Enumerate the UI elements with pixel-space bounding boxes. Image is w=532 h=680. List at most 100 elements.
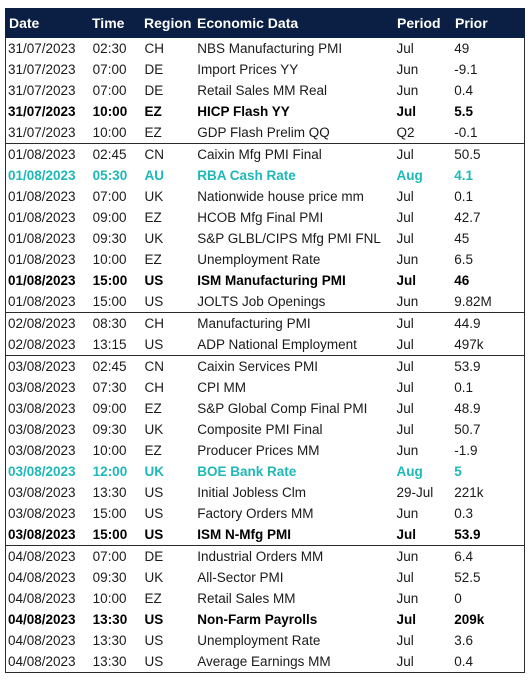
cell-prior: 52.5 (454, 570, 481, 585)
cell-period: 29-Jul (396, 485, 434, 500)
cell-prior: 0 (454, 591, 462, 606)
cell-prior: 0.1 (454, 380, 474, 395)
cell-time: 13:30 (92, 485, 127, 500)
cell-date: 03/08/2023 (8, 443, 76, 458)
table-row: 04/08/2023 13:30 US Unemployment Rate Jul 3.6 (6, 630, 524, 651)
cell-date: 01/08/2023 (8, 147, 76, 162)
cell-date: 03/08/2023 (8, 506, 76, 521)
cell-date: 31/07/2023 (8, 41, 76, 56)
cell-region: US (144, 527, 164, 542)
cell-prior: -1.9 (454, 443, 478, 458)
cell-prior: 44.9 (454, 316, 481, 331)
cell-prior: 3.6 (454, 633, 474, 648)
cell-region: AU (144, 168, 164, 183)
table-row: 01/08/2023 15:00 US ISM Manufacturing PMI Ju… (6, 270, 524, 291)
cell-prior: -0.1 (454, 125, 478, 140)
cell-time: 07:00 (92, 549, 127, 564)
cell-region: EZ (144, 210, 162, 225)
cell-time: 10:00 (92, 591, 127, 606)
cell-time: 10:00 (92, 104, 128, 119)
cell-economic-data: GDP Flash Prelim QQ (197, 125, 330, 140)
cell-time: 10:00 (92, 252, 127, 267)
cell-economic-data: Average Earnings MM (197, 654, 331, 669)
table-row: 04/08/2023 13:30 US Non-Farm Payrolls Jul 209… (6, 609, 524, 630)
cell-period: Jun (396, 294, 419, 309)
cell-time: 09:00 (92, 210, 127, 225)
cell-time: 07:00 (92, 83, 127, 98)
cell-economic-data: Industrial Orders MM (197, 549, 324, 564)
cell-region: CN (144, 147, 164, 162)
cell-period: Jul (396, 654, 414, 669)
cell-time: 07:00 (92, 189, 127, 204)
cell-economic-data: RBA Cash Rate (197, 168, 296, 183)
cell-prior: 53.9 (454, 527, 481, 542)
cell-date: 31/07/2023 (8, 62, 76, 77)
cell-period: Q2 (396, 125, 415, 140)
cell-time: 12:00 (92, 464, 128, 479)
table-row: 01/08/2023 09:00 EZ HCOB Mfg Final PMI Jul 42… (6, 207, 524, 228)
cell-date: 01/08/2023 (8, 252, 76, 267)
cell-date: 04/08/2023 (8, 612, 76, 627)
cell-region: EZ (144, 252, 162, 267)
table-row: 01/08/2023 02:45 CN Caixin Mfg PMI Final Jul… (6, 144, 524, 165)
cell-date: 03/08/2023 (8, 422, 76, 437)
cell-region: CH (144, 380, 164, 395)
cell-period: Aug (396, 464, 423, 479)
header-prior: Prior (455, 15, 488, 31)
cell-time: 15:00 (92, 527, 128, 542)
economic-calendar-table: Date Time Region Economic Data Period Pr… (5, 8, 525, 673)
cell-date: 03/08/2023 (8, 359, 76, 374)
cell-prior: 497k (454, 337, 484, 352)
table-row: 01/08/2023 09:30 UK S&P GLBL/CIPS Mfg PMI F… (6, 228, 524, 249)
cell-time: 09:00 (92, 401, 127, 416)
cell-period: Jun (396, 591, 419, 606)
cell-prior: -9.1 (454, 62, 478, 77)
table-row: 03/08/2023 12:00 UK BOE Bank Rate Aug 5 (6, 461, 524, 482)
cell-period: Jul (396, 41, 414, 56)
cell-economic-data: Caixin Mfg PMI Final (197, 147, 322, 162)
cell-region: UK (144, 189, 164, 204)
cell-prior: 45 (454, 231, 470, 246)
cell-period: Jun (396, 62, 419, 77)
table-row: 03/08/2023 15:00 US Factory Orders MM Jun 0.3 (6, 503, 524, 524)
cell-economic-data: Non-Farm Payrolls (197, 612, 318, 627)
cell-region: UK (144, 422, 164, 437)
table-row: 01/08/2023 10:00 EZ Unemployment Rate Jun 6.5 (6, 249, 524, 270)
cell-prior: 42.7 (454, 210, 481, 225)
cell-date: 03/08/2023 (8, 380, 76, 395)
cell-date: 01/08/2023 (8, 273, 76, 288)
date-group: 31/07/2023 02:30 CH NBS Manufacturing PMI Ju… (6, 38, 524, 143)
header-date: Date (9, 15, 40, 31)
cell-date: 04/08/2023 (8, 654, 76, 669)
cell-time: 13:30 (92, 633, 127, 648)
cell-region: US (144, 654, 164, 669)
table-row: 31/07/2023 07:00 DE Retail Sales MM Real Jun… (6, 80, 524, 101)
cell-period: Jul (396, 527, 417, 542)
cell-prior: 0.3 (454, 506, 474, 521)
cell-region: UK (144, 464, 164, 479)
cell-date: 03/08/2023 (8, 464, 76, 479)
cell-economic-data: All-Sector PMI (197, 570, 284, 585)
cell-time: 15:00 (92, 294, 127, 309)
cell-economic-data: S&P GLBL/CIPS Mfg PMI FNL (197, 231, 381, 246)
cell-region: DE (144, 83, 164, 98)
cell-economic-data: Composite PMI Final (197, 422, 323, 437)
cell-region: US (144, 337, 164, 352)
cell-region: UK (144, 231, 164, 246)
table-row: 04/08/2023 07:00 DE Industrial Orders MM Jun… (6, 546, 524, 567)
cell-date: 01/08/2023 (8, 294, 76, 309)
cell-date: 04/08/2023 (8, 633, 76, 648)
header-economic-data: Economic Data (197, 15, 299, 31)
cell-date: 02/08/2023 (8, 316, 76, 331)
cell-economic-data: Import Prices YY (197, 62, 299, 77)
cell-region: CH (144, 316, 164, 331)
cell-date: 31/07/2023 (8, 125, 76, 140)
cell-period: Jul (396, 633, 414, 648)
table-row: 04/08/2023 09:30 UK All-Sector PMI Jul 52.5 (6, 567, 524, 588)
cell-period: Aug (396, 168, 423, 183)
date-group: 03/08/2023 02:45 CN Caixin Services PMI Jul 5… (6, 355, 524, 545)
table-header: Date Time Region Economic Data Period Pr… (5, 8, 525, 38)
cell-time: 13:15 (92, 337, 127, 352)
table-row: 02/08/2023 08:30 CH Manufacturing PMI Jul 44.… (6, 313, 524, 334)
cell-economic-data: Producer Prices MM (197, 443, 320, 458)
